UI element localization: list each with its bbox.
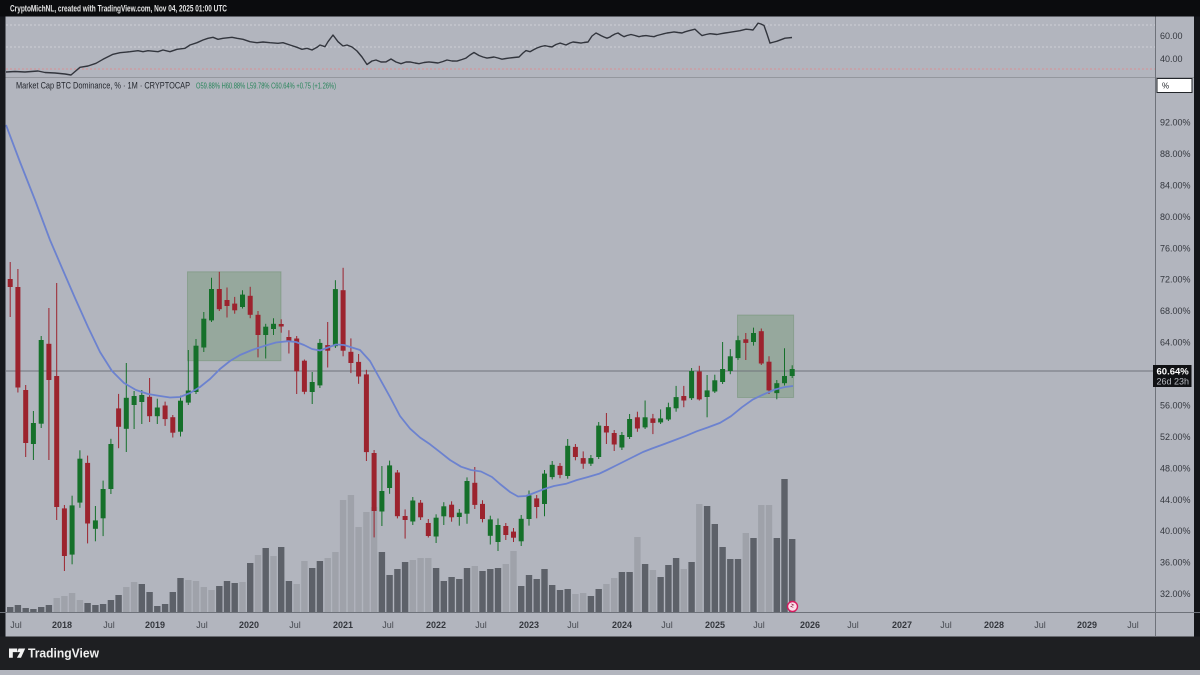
svg-text:84.00%: 84.00%	[1160, 180, 1191, 190]
svg-text:TradingView: TradingView	[28, 647, 99, 661]
svg-text:Jul: Jul	[1127, 620, 1139, 630]
svg-text:64.00%: 64.00%	[1160, 338, 1191, 348]
svg-text:Jul: Jul	[382, 620, 394, 630]
svg-text:68.00%: 68.00%	[1160, 306, 1191, 316]
svg-text:Jul: Jul	[196, 620, 208, 630]
svg-text:80.00%: 80.00%	[1160, 212, 1191, 222]
svg-text:Jul: Jul	[567, 620, 579, 630]
svg-text:Jul: Jul	[847, 620, 859, 630]
svg-text:76.00%: 76.00%	[1160, 243, 1191, 253]
svg-text:36.00%: 36.00%	[1160, 558, 1191, 568]
svg-text:2025: 2025	[705, 620, 725, 630]
svg-text:2021: 2021	[333, 620, 353, 630]
svg-text:2020: 2020	[239, 620, 259, 630]
svg-text:2026: 2026	[800, 620, 820, 630]
svg-text:2024: 2024	[612, 620, 632, 630]
svg-text:44.00%: 44.00%	[1160, 495, 1191, 505]
svg-text:Jul: Jul	[289, 620, 301, 630]
svg-text:Jul: Jul	[10, 620, 22, 630]
svg-text:26d 23h: 26d 23h	[1157, 377, 1190, 387]
svg-text:2018: 2018	[52, 620, 72, 630]
svg-text:Jul: Jul	[940, 620, 952, 630]
svg-text:2028: 2028	[984, 620, 1004, 630]
svg-text:56.00%: 56.00%	[1160, 401, 1191, 411]
svg-text:2029: 2029	[1077, 620, 1097, 630]
svg-text:Jul: Jul	[753, 620, 765, 630]
svg-text:48.00%: 48.00%	[1160, 463, 1191, 473]
svg-text:Jul: Jul	[1034, 620, 1046, 630]
svg-text:32.00%: 32.00%	[1160, 589, 1191, 599]
svg-text:72.00%: 72.00%	[1160, 275, 1191, 285]
svg-text:40.00%: 40.00%	[1160, 526, 1191, 536]
svg-text:2027: 2027	[892, 620, 912, 630]
svg-text:2019: 2019	[145, 620, 165, 630]
svg-text:Market Cap BTC Dominance, % ·: Market Cap BTC Dominance, % · 1M · CRYPT…	[16, 81, 190, 91]
svg-text:Jul: Jul	[103, 620, 115, 630]
svg-text:CryptoMichNL, created with Tra: CryptoMichNL, created with TradingView.c…	[10, 4, 227, 15]
svg-text:2022: 2022	[426, 620, 446, 630]
svg-text:88.00%: 88.00%	[1160, 149, 1191, 159]
svg-text:%: %	[1162, 82, 1169, 91]
svg-text:40.00: 40.00	[1160, 54, 1183, 64]
svg-text:60.64%: 60.64%	[1157, 367, 1190, 378]
svg-text:92.00%: 92.00%	[1160, 118, 1191, 128]
svg-text:52.00%: 52.00%	[1160, 432, 1191, 442]
svg-text:60.00: 60.00	[1160, 31, 1183, 41]
svg-text:2023: 2023	[519, 620, 539, 630]
svg-text:O59.88% H60.88% L59.78% C60.64: O59.88% H60.88% L59.78% C60.64% +0.75 (+…	[196, 81, 336, 91]
svg-text:Jul: Jul	[475, 620, 487, 630]
svg-text:Jul: Jul	[661, 620, 673, 630]
